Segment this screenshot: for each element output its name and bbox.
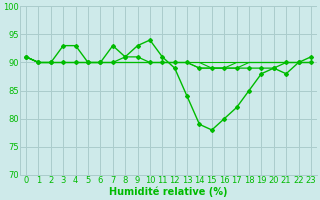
X-axis label: Humidité relative (%): Humidité relative (%)	[109, 187, 228, 197]
